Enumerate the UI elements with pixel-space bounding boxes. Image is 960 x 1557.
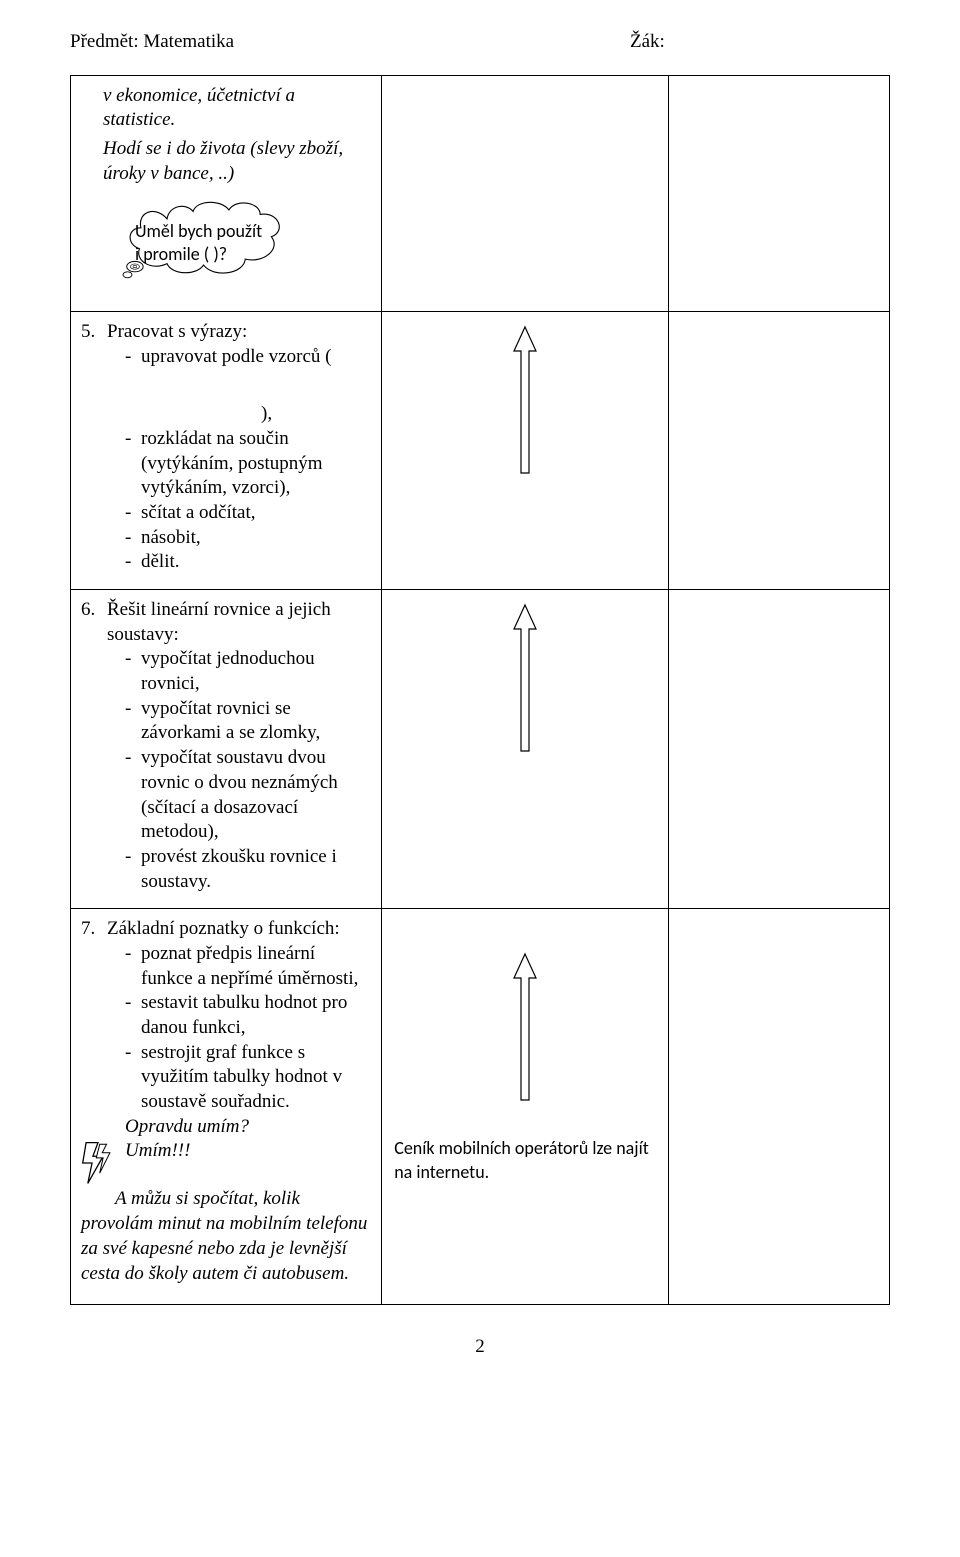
list-item: - sestavit tabulku hodnot pro danou funk… <box>107 991 371 1040</box>
row6-list: - vypočítat jednoduchou rovnici, - vypoč… <box>107 647 371 894</box>
dash-icon: - <box>125 345 141 370</box>
list-item: - upravovat podle vzorců ( ), <box>107 345 371 427</box>
r1-line2: Hodí se i do života (slevy zboží, úroky … <box>103 137 371 186</box>
dash-icon: - <box>125 991 141 1016</box>
row6-item3: provést zkoušku rovnice i soustavy. <box>141 845 371 894</box>
row5-number: 5. <box>81 320 107 345</box>
list-item: - provést zkoušku rovnice i soustavy. <box>107 845 371 894</box>
cell-r1c1: v ekonomice, účetnictví a statistice. Ho… <box>71 75 382 312</box>
dash-icon: - <box>125 526 141 551</box>
row5-title: Pracovat s výrazy: <box>107 320 371 345</box>
cell-r7c1: 7. Základní poznatky o funkcích: - pozna… <box>71 909 382 1305</box>
row6-item2: vypočítat soustavu dvou rovnic o dvou ne… <box>141 746 371 845</box>
thought-cloud: Uměl bych použít i promile ( )? <box>73 192 371 297</box>
row5-item4: dělit. <box>141 550 371 575</box>
cell-r5c3 <box>668 312 889 590</box>
row7-title: Základní poznatky o funkcích: <box>107 917 371 942</box>
row7-opravdu: Opravdu umím? <box>107 1115 371 1140</box>
row5-item3: násobit, <box>141 526 371 551</box>
r1-line1: v ekonomice, účetnictví a statistice. <box>103 84 371 133</box>
cell-r5c2 <box>382 312 669 590</box>
cell-r5c1: 5. Pracovat s výrazy: - upravovat podle … <box>71 312 382 590</box>
header: Předmět: Matematika Žák: <box>70 30 890 55</box>
dash-icon: - <box>125 1041 141 1066</box>
row7-col2-text: Ceník mobilních operátorů lze najít na i… <box>392 1137 658 1184</box>
dash-icon: - <box>125 845 141 870</box>
dash-icon: - <box>125 647 141 672</box>
dash-icon: - <box>125 427 141 452</box>
list-item: - sestrojit graf funkce s využitím tabul… <box>107 1041 371 1115</box>
cloud-text: Uměl bych použít i promile ( )? <box>135 220 295 265</box>
header-subject: Předmět: Matematika <box>70 30 630 55</box>
row5-item1: rozkládat na součin (vytýkáním, postupný… <box>141 427 371 501</box>
row6-item0: vypočítat jednoduchou rovnici, <box>141 647 371 696</box>
list-item: - rozkládat na součin (vytýkáním, postup… <box>107 427 371 501</box>
table-row: 5. Pracovat s výrazy: - upravovat podle … <box>71 312 890 590</box>
subject-value: Matematika <box>143 31 234 52</box>
dash-icon: - <box>125 942 141 967</box>
row7-item0: poznat předpis lineární funkce a nepřímé… <box>141 942 371 991</box>
cell-r1c2 <box>382 75 669 312</box>
cloud-line2: i promile ( )? <box>135 243 295 266</box>
row5-item0: upravovat podle vzorců ( <box>141 346 331 367</box>
page-number: 2 <box>70 1335 890 1360</box>
dash-icon: - <box>125 746 141 771</box>
subject-label: Předmět: <box>70 31 139 52</box>
table-row: v ekonomice, účetnictví a statistice. Ho… <box>71 75 890 312</box>
cell-r6c1: 6. Řešit lineární rovnice a jejich soust… <box>71 590 382 909</box>
row7-footer: A můžu si spočítat, kolik provolám minut… <box>81 1187 371 1286</box>
row6-number: 6. <box>81 598 107 623</box>
list-item: - vypočítat rovnici se závorkami a se zl… <box>107 697 371 746</box>
cell-r7c2: Ceník mobilních operátorů lze najít na i… <box>382 909 669 1305</box>
dash-icon: - <box>125 697 141 722</box>
row7-number: 7. <box>81 917 107 942</box>
row5-list: - upravovat podle vzorců ( ), - rozkláda… <box>107 345 371 575</box>
cell-r7c3 <box>668 909 889 1305</box>
dash-icon: - <box>125 550 141 575</box>
list-item: - dělit. <box>107 550 371 575</box>
row7-list: - poznat předpis lineární funkce a nepří… <box>107 942 371 1115</box>
cell-r6c3 <box>668 590 889 909</box>
header-pupil: Žák: <box>630 30 890 55</box>
table-row: 7. Základní poznatky o funkcích: - pozna… <box>71 909 890 1305</box>
up-arrow-icon <box>512 603 538 753</box>
pupil-label: Žák: <box>630 31 665 52</box>
cell-r6c2 <box>382 590 669 909</box>
page: Předmět: Matematika Žák: v ekonomice, úč… <box>0 0 960 1400</box>
cell-r1c3 <box>668 75 889 312</box>
list-item: - poznat předpis lineární funkce a nepří… <box>107 942 371 991</box>
dash-icon: - <box>125 501 141 526</box>
row7-item2: sestrojit graf funkce s využitím tabulky… <box>141 1041 371 1115</box>
row6-title: Řešit lineární rovnice a jejich soustavy… <box>107 598 371 647</box>
row7-item1: sestavit tabulku hodnot pro danou funkci… <box>141 991 371 1040</box>
list-item: - vypočítat soustavu dvou rovnic o dvou … <box>107 746 371 845</box>
cloud-line1: Uměl bych použít <box>135 220 295 243</box>
list-item: - násobit, <box>107 526 371 551</box>
up-arrow-icon <box>512 325 538 475</box>
row5-item2: sčítat a odčítat, <box>141 501 371 526</box>
up-arrow-icon <box>512 952 538 1102</box>
row7-umim: Umím!!! <box>119 1139 371 1164</box>
list-item: - vypočítat jednoduchou rovnici, <box>107 647 371 696</box>
row5-item0-close: ), <box>261 403 272 424</box>
row6-item1: vypočítat rovnici se závorkami a se zlom… <box>141 697 371 746</box>
list-item: - sčítat a odčítat, <box>107 501 371 526</box>
lightning-icon <box>81 1139 115 1187</box>
table-row: 6. Řešit lineární rovnice a jejich soust… <box>71 590 890 909</box>
main-table: v ekonomice, účetnictví a statistice. Ho… <box>70 75 890 1306</box>
